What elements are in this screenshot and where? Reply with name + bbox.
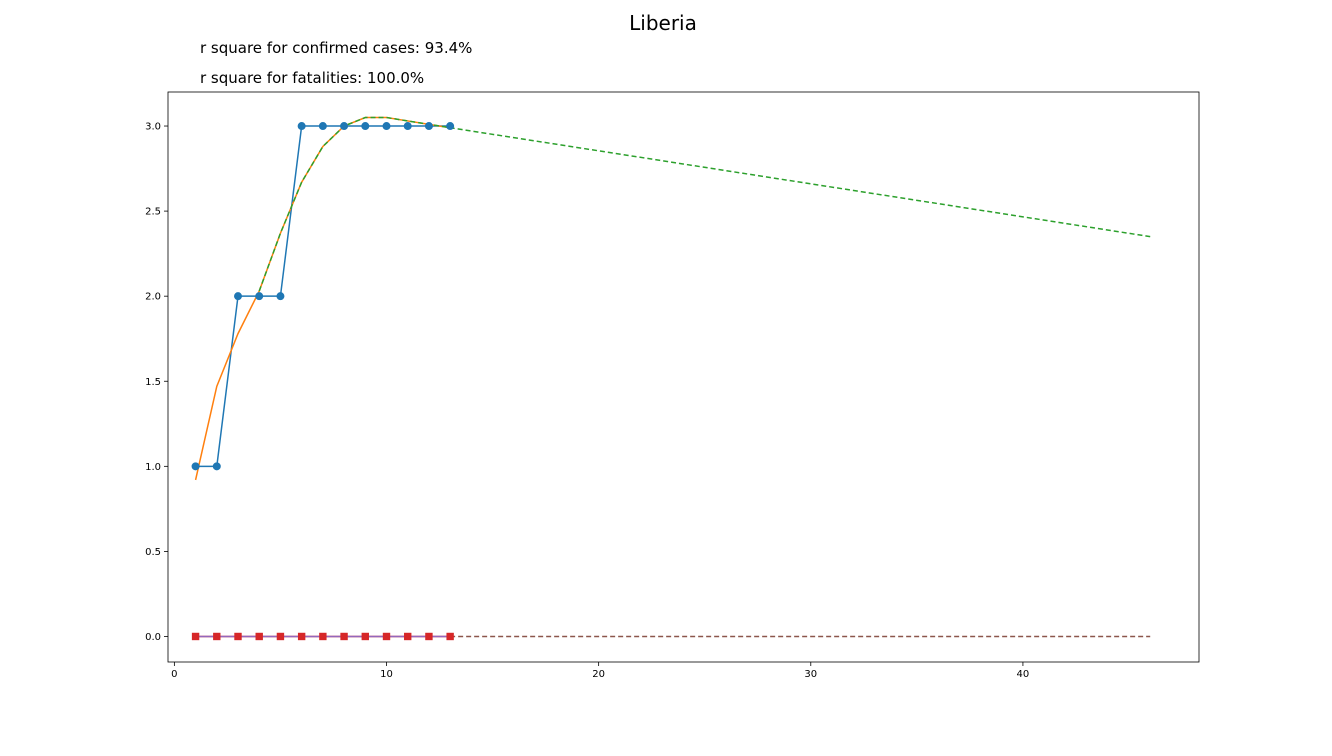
y-tick-label-1: 0.5: [145, 547, 161, 558]
y-tick-label-6: 3.0: [145, 122, 161, 133]
series-2-line: [258, 116, 1151, 292]
y-tick-label-2: 1.0: [145, 462, 161, 473]
series-3-point-0: [191, 632, 200, 641]
series-3-point-9: [382, 632, 391, 641]
series-3-point-8: [361, 632, 369, 641]
series-3-point-4: [276, 632, 285, 641]
series-3-point-1: [213, 632, 221, 641]
series-3-point-10: [404, 632, 412, 641]
x-tick-label-10: 10: [380, 669, 393, 680]
series-0-line: [195, 125, 451, 468]
plot-area: 0 10 20 30 40 0.0 0.5 1.0 1.5 2.0 2.5 3.0: [145, 91, 1200, 680]
series-0-point-3: [255, 292, 264, 301]
series-0-point-2: [234, 292, 243, 301]
series-0-point-11: [424, 122, 433, 131]
series-3-point-5: [297, 632, 306, 641]
series-0-point-8: [361, 122, 370, 131]
x-tick-label-30: 30: [804, 669, 817, 680]
series-0-point-5: [297, 122, 306, 131]
x-tick-label-40: 40: [1017, 669, 1030, 680]
chart-title: Liberia: [629, 11, 697, 35]
y-tick-label-5: 2.5: [145, 207, 161, 218]
series-0-point-12: [446, 122, 455, 131]
series-0-point-10: [403, 122, 412, 131]
y-tick-label-4: 2.0: [145, 292, 161, 303]
y-tick-label-0: 0.0: [145, 632, 161, 643]
series-1-line: [194, 116, 451, 481]
x-tick-label-0: 0: [171, 669, 177, 680]
series-0-point-1: [212, 462, 221, 471]
series-0-point-7: [340, 122, 349, 131]
annotation-fatalities-r-square: r square for fatalities: 100.0%: [200, 69, 424, 87]
series-0-point-6: [318, 122, 327, 131]
series-0-point-0: [191, 462, 200, 471]
series-0-point-9: [382, 122, 391, 131]
series-3-point-6: [319, 632, 327, 641]
y-tick-label-3: 1.5: [145, 377, 161, 388]
x-tick-label-20: 20: [592, 669, 605, 680]
axes-frame: [167, 91, 1200, 663]
series-3-point-7: [340, 632, 348, 641]
series-3-point-3: [255, 632, 263, 641]
series-3-point-11: [425, 632, 433, 641]
series-3-point-2: [234, 632, 242, 641]
annotation-confirmed-r-square: r square for confirmed cases: 93.4%: [200, 39, 472, 57]
series-3-point-12: [446, 632, 454, 641]
series-0-point-4: [276, 292, 285, 301]
